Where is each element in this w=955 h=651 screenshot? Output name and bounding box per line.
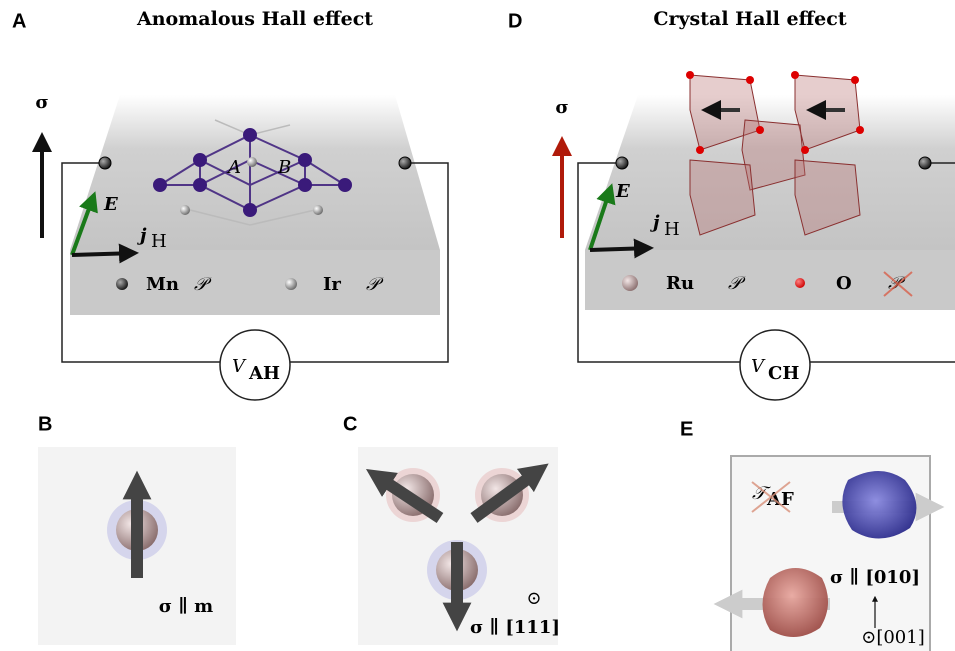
axis-label: ⊙[001] <box>861 627 924 648</box>
caption: σ ∥ m <box>159 596 213 617</box>
legend-atom: Mn <box>146 274 179 295</box>
current: j <box>137 225 147 246</box>
voltage: V <box>232 356 247 377</box>
voltmeter <box>219 329 291 401</box>
voltmeter <box>739 329 811 401</box>
field: E <box>103 194 118 215</box>
panel-title: Anomalous Hall effect <box>136 8 373 30</box>
panel-label: D <box>508 10 522 32</box>
cross-out <box>751 481 791 513</box>
caption: σ ∥ [111] <box>470 617 560 638</box>
symmetry-subscript: AF <box>766 489 794 510</box>
sigma: σ <box>35 92 48 113</box>
field-arrow <box>70 191 98 256</box>
moment-arrow <box>470 463 549 523</box>
legend-atom: Ir <box>323 274 341 295</box>
atom-icon <box>622 275 638 291</box>
moment-arrow <box>365 469 444 524</box>
current-arrow <box>589 238 654 259</box>
blob <box>842 471 917 539</box>
panel-label: E <box>680 418 693 440</box>
panel-label: C <box>343 413 357 435</box>
panel-title: Crystal Hall effect <box>653 8 846 30</box>
atom-icon <box>116 278 128 290</box>
voltage-subscript: CH <box>768 363 799 384</box>
current-subscript: H <box>151 231 167 252</box>
lattice <box>153 119 352 226</box>
current: j <box>650 212 660 233</box>
slab-top <box>585 95 955 250</box>
legend-atom: O <box>836 273 852 294</box>
terminal <box>98 156 112 170</box>
slab-top <box>70 95 440 250</box>
terminal <box>615 156 629 170</box>
site-label: B <box>277 157 291 178</box>
panel-c: C ⊙ σ ∥ [111] <box>343 413 560 645</box>
atom-icon <box>795 278 805 288</box>
octahedra <box>686 71 864 236</box>
cross-out <box>883 271 913 297</box>
caption: σ ∥ [010] <box>830 567 920 588</box>
site-label: A <box>226 157 241 178</box>
terminal <box>918 156 932 170</box>
panel-b: B σ ∥ m <box>38 413 236 645</box>
voltage: V <box>751 356 766 377</box>
field: E <box>615 181 630 202</box>
out-of-plane: ⊙ <box>526 588 541 609</box>
panel-label: B <box>38 413 52 435</box>
panel-e: E 𝒯 AF σ ∥ [010] ⊙[001] <box>680 418 945 651</box>
sigma: σ <box>555 97 568 118</box>
atom-icon <box>285 278 297 290</box>
terminal <box>398 156 412 170</box>
blob <box>762 568 829 638</box>
wire <box>61 162 449 363</box>
field-arrow <box>588 183 616 251</box>
current-subscript: H <box>664 219 680 240</box>
legend-atom: Ru <box>666 273 694 294</box>
panel-d: D Crystal Hall effect σ E j H Ru 𝒫 O 𝒫 V… <box>508 8 955 401</box>
voltage-subscript: AH <box>248 363 280 384</box>
panel-a: A Anomalous Hall effect A B σ E j H Mn 𝒫… <box>12 8 449 401</box>
current-arrow <box>71 243 139 264</box>
panel-label: A <box>12 10 26 32</box>
